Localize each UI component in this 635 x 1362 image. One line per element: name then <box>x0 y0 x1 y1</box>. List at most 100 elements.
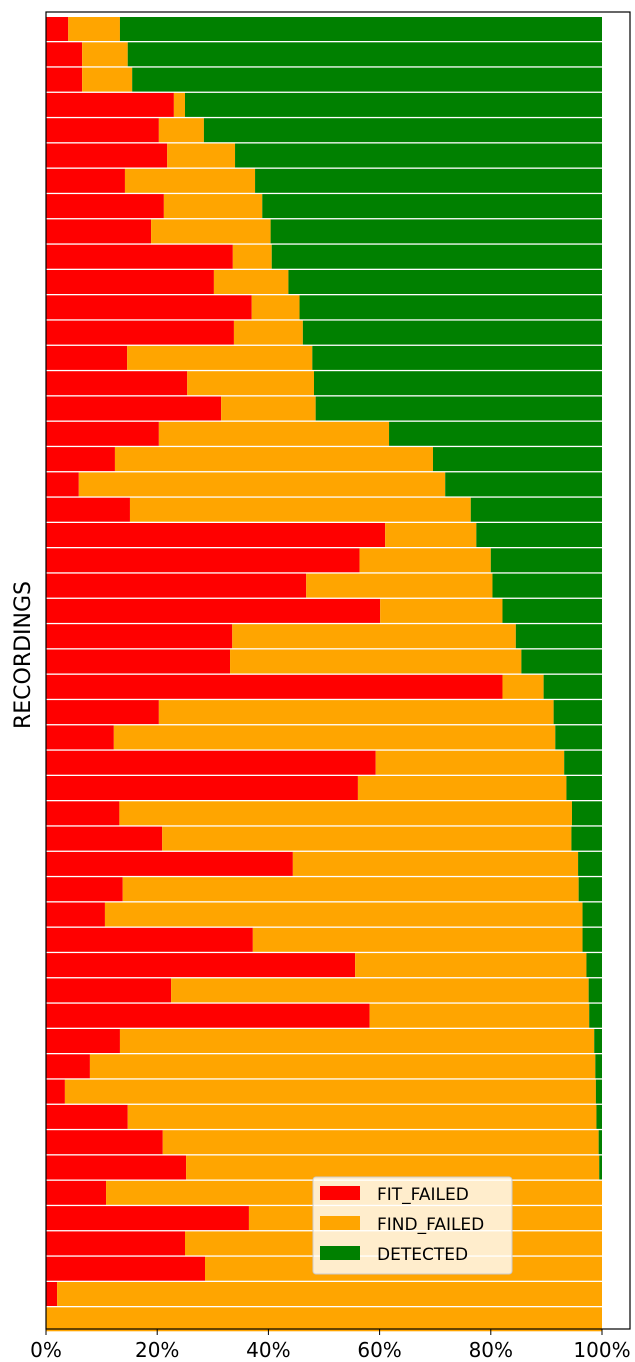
legend-swatch-find-failed <box>320 1216 360 1230</box>
bar-segment-fit-failed <box>46 320 234 345</box>
bar-segment-fit-failed <box>46 421 159 446</box>
bar-segment-find-failed <box>158 421 390 446</box>
bar-segment-find-failed <box>119 1029 595 1053</box>
bar-segment-find-failed <box>213 270 289 294</box>
bar-segment-detected <box>299 295 602 320</box>
bar-segment-detected <box>588 978 602 1003</box>
bar-segment-fit-failed <box>46 978 172 1003</box>
bar-segment-find-failed <box>127 345 313 370</box>
bar-segment-fit-failed <box>46 826 163 851</box>
bar-segment-fit-failed <box>46 598 381 623</box>
bar-segment-detected <box>432 447 602 472</box>
bar-segment-detected <box>578 877 602 902</box>
bar-segment-find-failed <box>57 1282 603 1306</box>
bar-segment-detected <box>589 1003 602 1028</box>
bar-segment-detected <box>578 851 602 876</box>
bar-segment-fit-failed <box>46 877 123 902</box>
bar-segment-fit-failed <box>46 219 152 244</box>
x-tick-label: 20% <box>135 1338 179 1362</box>
bar-segment-find-failed <box>186 1155 600 1180</box>
bar-segment-detected <box>315 396 602 421</box>
bar-segment-detected <box>312 345 602 370</box>
bar-segment-fit-failed <box>46 118 159 143</box>
bar-segment-fit-failed <box>46 725 114 750</box>
bar-segment-fit-failed <box>46 548 360 573</box>
bar-segment-detected <box>595 1079 602 1104</box>
bar-segment-detected <box>515 624 602 649</box>
bar-segment-detected <box>571 801 602 826</box>
bar-segment-fit-failed <box>46 523 386 547</box>
bar-segment-fit-failed <box>46 168 125 193</box>
bar-segment-fit-failed <box>46 396 222 421</box>
bar-segment-find-failed <box>357 776 567 800</box>
bar-segment-find-failed <box>124 168 256 193</box>
bar-segment-fit-failed <box>46 1256 206 1281</box>
bar-segment-fit-failed <box>46 143 168 168</box>
bar-segment-fit-failed <box>46 1180 107 1205</box>
bar-segment-find-failed <box>122 877 579 902</box>
bar-segment-fit-failed <box>46 1029 120 1053</box>
bar-segment-detected <box>262 194 602 219</box>
legend-swatch-detected <box>320 1246 360 1260</box>
bar-segment-detected <box>445 472 602 497</box>
bar-segment-detected <box>119 17 602 41</box>
legend-swatch-fit-failed <box>320 1186 360 1200</box>
bar-segment-detected <box>203 118 602 143</box>
bar-segment-find-failed <box>369 1003 590 1028</box>
bar-segment-fit-failed <box>46 674 503 699</box>
bar-segment-find-failed <box>158 118 204 143</box>
bar-segment-fit-failed <box>46 42 83 67</box>
bar-segment-find-failed <box>104 902 583 927</box>
legend-label-detected: DETECTED <box>377 1245 468 1265</box>
bar-segment-find-failed <box>359 548 491 573</box>
legend-label-fit-failed: FIT_FAILED <box>377 1185 469 1205</box>
bar-segment-detected <box>586 953 602 978</box>
bar-segment-find-failed <box>232 244 272 269</box>
bar-segment-find-failed <box>252 927 583 952</box>
bar-segment-find-failed <box>162 826 572 851</box>
bar-segment-find-failed <box>173 92 185 117</box>
bar-segment-fit-failed <box>46 17 69 41</box>
x-tick-label: 80% <box>469 1338 513 1362</box>
bar-segment-detected <box>313 371 602 396</box>
bar-segment-fit-failed <box>46 447 115 472</box>
bar-segment-fit-failed <box>46 92 174 117</box>
bar-segment-detected <box>571 826 602 851</box>
bar-segment-find-failed <box>162 1130 599 1155</box>
bar-segment-find-failed <box>385 523 477 547</box>
bar-segment-fit-failed <box>46 750 376 775</box>
bar-segment-detected <box>132 67 602 92</box>
bar-segment-detected <box>389 421 602 446</box>
bar-segment-fit-failed <box>46 1003 370 1028</box>
bar-segment-detected <box>543 674 602 699</box>
bar-segment-detected <box>288 270 602 294</box>
bar-segment-find-failed <box>163 194 263 219</box>
bar-segment-find-failed <box>129 497 471 522</box>
x-tick-label: 60% <box>357 1338 401 1362</box>
bar-segment-fit-failed <box>46 573 307 598</box>
bar-segment-detected <box>521 649 602 674</box>
bar-segment-fit-failed <box>46 244 233 269</box>
bar-segment-detected <box>302 320 602 345</box>
bar-segment-fit-failed <box>46 851 293 876</box>
bar-segment-detected <box>582 902 602 927</box>
bar-segment-find-failed <box>375 750 565 775</box>
bar-segment-fit-failed <box>46 472 79 497</box>
legend-box <box>312 1176 513 1275</box>
bar-segment-find-failed <box>82 42 128 67</box>
bar-segment-fit-failed <box>46 624 233 649</box>
bar-segment-fit-failed <box>46 649 231 674</box>
bar-segment-fit-failed <box>46 371 188 396</box>
y-axis-title: RECORDINGS <box>11 581 36 729</box>
bar-segment-fit-failed <box>46 902 105 927</box>
bar-segment-detected <box>596 1104 602 1129</box>
bar-segment-find-failed <box>68 17 120 41</box>
bar-segment-find-failed <box>114 447 433 472</box>
bar-segment-detected <box>476 523 602 547</box>
x-tick-label: 100% <box>573 1338 630 1362</box>
bar-segment-detected <box>599 1155 602 1180</box>
legend-label-find-failed: FIND_FAILED <box>377 1215 484 1235</box>
bar-segment-find-failed <box>292 851 579 876</box>
bar-segment-fit-failed <box>46 1079 65 1104</box>
